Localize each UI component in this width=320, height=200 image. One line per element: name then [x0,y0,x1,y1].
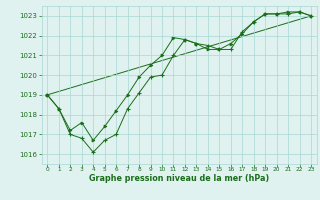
X-axis label: Graphe pression niveau de la mer (hPa): Graphe pression niveau de la mer (hPa) [89,174,269,183]
